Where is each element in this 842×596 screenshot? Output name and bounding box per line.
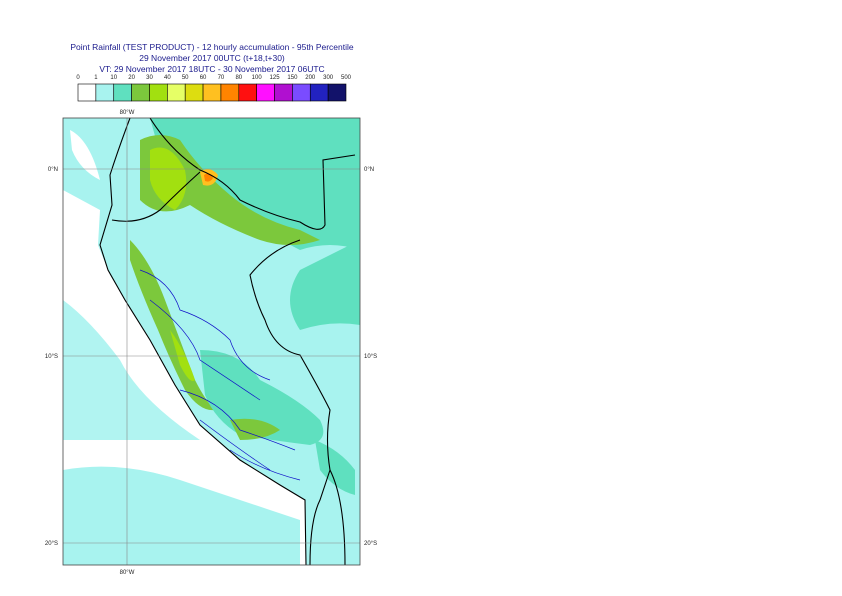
legend-label: 100 xyxy=(252,75,263,81)
legend-label: 40 xyxy=(164,75,171,81)
title-line: VT: 29 November 2017 18UTC - 30 November… xyxy=(99,64,324,74)
legend-swatch xyxy=(184,83,204,102)
legend-label: 70 xyxy=(218,75,225,81)
title-line: 29 November 2017 00UTC (t+18,t+30) xyxy=(139,53,285,63)
legend-label: 125 xyxy=(270,75,281,81)
legend-label: 50 xyxy=(182,75,189,81)
legend-swatch xyxy=(202,83,222,102)
legend-swatch xyxy=(167,83,186,102)
lon-label: 80°W xyxy=(120,110,135,116)
color-legend: 0 1 10 20 30 40 50 60 70 80 100 125 150 200 300 500 xyxy=(76,75,352,102)
legend-swatch xyxy=(113,83,132,102)
legend-swatch xyxy=(309,83,329,102)
lat-label: 0°N xyxy=(364,167,374,173)
lat-label: 20°S xyxy=(45,541,58,547)
title-line: Point Rainfall (TEST PRODUCT) - 12 hourl… xyxy=(70,42,354,52)
legend-swatch xyxy=(256,83,275,102)
legend-label: 0 xyxy=(76,75,80,81)
legend-swatch xyxy=(95,83,115,102)
lat-label: 20°S xyxy=(364,541,377,547)
legend-swatch xyxy=(131,83,150,102)
graticule xyxy=(62,117,361,566)
legend-label: 500 xyxy=(341,75,352,81)
legend-swatch xyxy=(274,83,293,102)
legend-label: 300 xyxy=(323,75,334,81)
rainfall-field xyxy=(63,118,360,565)
borders xyxy=(99,118,356,565)
legend-label: 60 xyxy=(200,75,207,81)
legend-swatch xyxy=(292,83,311,102)
legend-swatch xyxy=(327,83,347,102)
legend-label: 150 xyxy=(287,75,298,81)
legend-swatch xyxy=(77,83,97,102)
lat-label: 10°S xyxy=(45,354,58,360)
legend-swatch xyxy=(149,83,168,102)
legend-swatch xyxy=(220,83,240,102)
lat-label: 10°S xyxy=(364,354,377,360)
legend-label: 30 xyxy=(146,75,153,81)
legend-swatch xyxy=(238,83,257,102)
legend-label: 1 xyxy=(94,75,98,81)
legend-label: 20 xyxy=(128,75,135,81)
legend-label: 200 xyxy=(305,75,316,81)
lat-label: 0°N xyxy=(48,167,58,173)
lon-label: 80°W xyxy=(120,570,135,576)
legend-label: 80 xyxy=(235,75,242,81)
legend-label: 10 xyxy=(110,75,117,81)
